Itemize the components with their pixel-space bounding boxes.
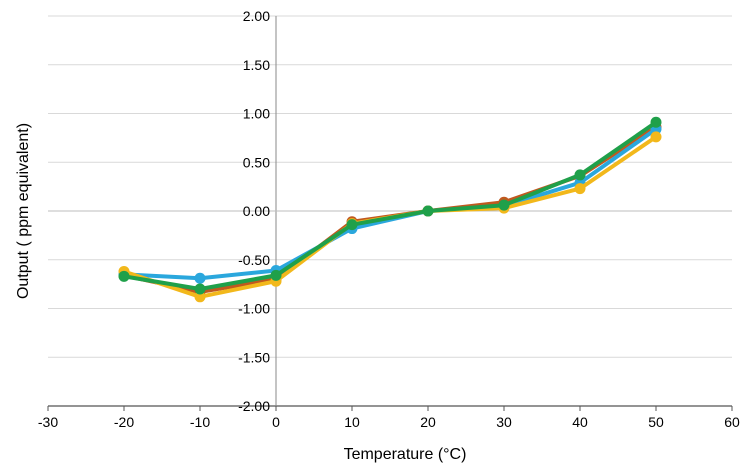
gridlines: [48, 15, 732, 407]
data-point: [650, 116, 662, 128]
x-tick-label: -10: [190, 414, 210, 430]
x-tick-label: 40: [572, 414, 588, 430]
y-tick-label: 0.50: [243, 154, 270, 170]
y-tick-label: -1.50: [238, 349, 270, 365]
data-point: [194, 291, 206, 303]
data-point: [574, 169, 586, 181]
x-tick-label: 10: [344, 414, 360, 430]
x-axis-title: Temperature (°C): [344, 446, 467, 463]
x-tick-label: 50: [648, 414, 664, 430]
data-point: [270, 269, 282, 281]
series-line: [122, 120, 658, 291]
x-tick-label: 30: [496, 414, 512, 430]
data-point: [422, 205, 434, 217]
y-tick-label: -2.00: [238, 398, 270, 414]
y-tick-label: -0.50: [238, 252, 270, 268]
y-tick-label: 1.50: [243, 57, 270, 73]
x-tick-labels: -30 -20 -10 0 10 20 30 40 50 60: [38, 414, 740, 430]
series-line: [122, 125, 658, 294]
y-tick-label: 2.00: [243, 8, 270, 24]
data-point: [194, 272, 206, 284]
data-point: [650, 131, 662, 143]
x-tick-label: 60: [724, 414, 740, 430]
data-point: [498, 199, 510, 211]
x-tick-label: 20: [420, 414, 436, 430]
x-tick-label: -20: [114, 414, 134, 430]
y-tick-labels: -2.00 -1.50 -1.00 -0.50 0.00 0.50 1.00 1.50 2.00: [238, 8, 270, 414]
axes: [47, 16, 733, 411]
series-1: [118, 121, 662, 298]
y-axis-title: Output ( ppm equivalent): [15, 123, 32, 299]
data-point: [118, 270, 130, 282]
data-point: [346, 219, 358, 231]
data-series: [118, 116, 662, 303]
y-tick-label: 0.00: [243, 203, 270, 219]
y-tick-label: 1.00: [243, 106, 270, 122]
y-tick-label: -1.00: [238, 301, 270, 317]
data-point: [574, 183, 586, 195]
x-tick-label: -30: [38, 414, 58, 430]
x-tick-label: 0: [272, 414, 280, 430]
data-point: [194, 283, 206, 295]
series-4: [118, 116, 662, 295]
series-line: [122, 127, 658, 281]
